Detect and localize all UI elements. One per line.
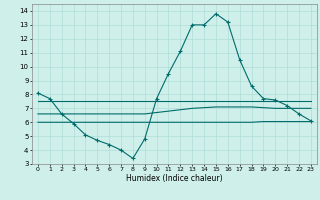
X-axis label: Humidex (Indice chaleur): Humidex (Indice chaleur) xyxy=(126,174,223,183)
